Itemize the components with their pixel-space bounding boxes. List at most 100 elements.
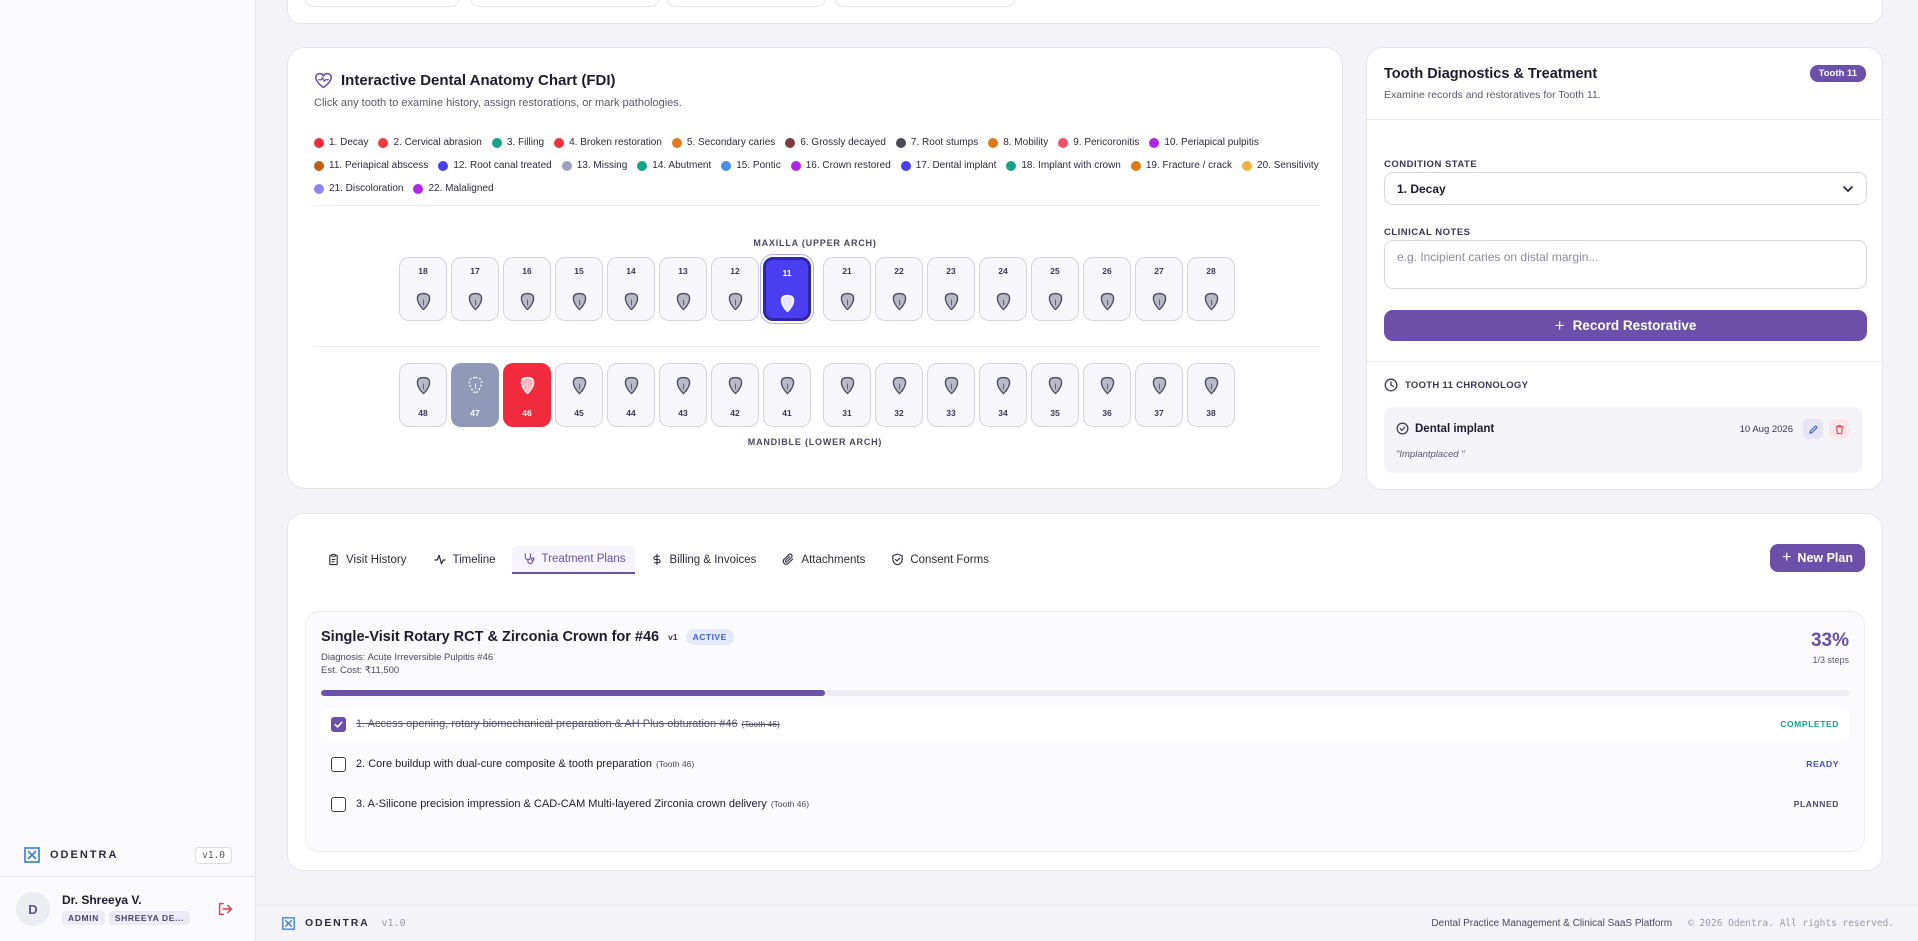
plan-title: Single-Visit Rotary RCT & Zirconia Crown… (321, 629, 734, 645)
activity-icon (433, 554, 446, 565)
step-checkbox[interactable] (331, 796, 346, 812)
legend-dot-icon (314, 137, 324, 148)
legend-item: 4. Broken restoration (554, 136, 662, 149)
tooth-35[interactable]: 35 (1031, 363, 1079, 427)
footer-tagline: Dental Practice Management & Clinical Sa… (1431, 917, 1673, 929)
tooth-37[interactable]: 37 (1135, 363, 1183, 427)
tooth-number: 11 (782, 268, 792, 278)
tab-visit-history[interactable]: Visit History (317, 545, 417, 574)
tooth-icon (996, 292, 1010, 311)
tooth-31[interactable]: 31 (823, 363, 871, 427)
step-checkbox[interactable] (331, 756, 346, 772)
chronology-item-date: 10 Aug 2026 (1739, 424, 1793, 435)
tooth-44[interactable]: 44 (607, 363, 655, 427)
tooth-43[interactable]: 43 (659, 363, 707, 427)
edit-button[interactable] (1803, 419, 1823, 439)
step-text: 1. Access opening, rotary biomechanical … (356, 718, 738, 730)
tooth-icon (840, 292, 854, 311)
legend-label: 10. Periapical pulpitis (1164, 137, 1259, 148)
sidebar-brand: ODENTRA v1.0 (24, 844, 232, 866)
tooth-15[interactable]: 15 (555, 257, 603, 321)
tooth-25[interactable]: 25 (1031, 257, 1079, 321)
tooth-21[interactable]: 21 (823, 257, 871, 321)
plan-step[interactable]: 1. Access opening, rotary biomechanical … (321, 708, 1849, 740)
top-field[interactable] (304, 0, 460, 7)
step-tooth: (Tooth 46) (741, 719, 780, 729)
tooth-36[interactable]: 36 (1083, 363, 1131, 427)
top-field[interactable] (834, 0, 1016, 7)
plan-step[interactable]: 2. Core buildup with dual-cure composite… (321, 748, 1849, 780)
odentra-logo-icon (282, 916, 295, 930)
tooth-number: 46 (522, 408, 532, 418)
avatar[interactable]: D (16, 892, 50, 926)
tooth-47[interactable]: 47 (451, 363, 499, 427)
clinical-notes-input[interactable] (1384, 240, 1867, 289)
tooth-17[interactable]: 17 (451, 257, 499, 321)
notes-label: CLINICAL NOTES (1384, 227, 1471, 238)
tab-label: Billing & Invoices (669, 553, 757, 566)
plan-step[interactable]: 3. A-Silicone precision impression & CAD… (321, 788, 1849, 820)
tooth-22[interactable]: 22 (875, 257, 923, 321)
tab-treatment-plans[interactable]: Treatment Plans (511, 545, 636, 574)
tooth-13[interactable]: 13 (659, 257, 707, 321)
role-badge: ADMIN (62, 911, 105, 925)
tab-billing-invoices[interactable]: Billing & Invoices (641, 545, 766, 574)
tooth-41[interactable]: 41 (763, 363, 811, 427)
tab-timeline[interactable]: Timeline (423, 545, 506, 574)
tooth-number: 24 (998, 266, 1008, 276)
tooth-26[interactable]: 26 (1083, 257, 1131, 321)
tooth-24[interactable]: 24 (979, 257, 1027, 321)
tooth-48[interactable]: 48 (399, 363, 447, 427)
clinic-badge: SHREEYA DE... (108, 911, 190, 925)
legend-item: 10. Periapical pulpitis (1149, 136, 1259, 149)
legend-dot-icon (785, 137, 796, 148)
tooth-icon (624, 376, 638, 395)
tooth-18[interactable]: 18 (399, 257, 447, 321)
tooth-number: 42 (730, 408, 740, 418)
step-checkbox[interactable] (331, 716, 346, 732)
tooth-11[interactable]: 11 (763, 257, 811, 321)
record-restorative-button[interactable]: + Record Restorative (1384, 310, 1867, 341)
maxilla-label: MAXILLA (UPPER ARCH) (753, 238, 877, 248)
tooth-34[interactable]: 34 (979, 363, 1027, 427)
paperclip-icon (783, 553, 794, 565)
tooth-27[interactable]: 27 (1135, 257, 1183, 321)
tooth-33[interactable]: 33 (927, 363, 975, 427)
tooth-28[interactable]: 28 (1187, 257, 1235, 321)
tab-consent-forms[interactable]: Consent Forms (881, 545, 999, 574)
tooth-16[interactable]: 16 (503, 257, 551, 321)
plus-icon: + (1554, 315, 1565, 335)
tooth-23[interactable]: 23 (927, 257, 975, 321)
top-field[interactable] (470, 0, 660, 7)
tooth-45[interactable]: 45 (555, 363, 603, 427)
tooth-38[interactable]: 38 (1187, 363, 1235, 427)
tooth-46[interactable]: 46 (503, 363, 551, 427)
tooth-icon (416, 376, 430, 395)
delete-button[interactable] (1829, 419, 1849, 439)
legend-item: 3. Filling (491, 136, 544, 149)
legend-label: 5. Secondary caries (686, 137, 776, 148)
tooth-icon (1152, 292, 1166, 311)
sidebar: ODENTRA v1.0 D Dr. Shreeya V. ADMIN SHRE… (0, 0, 256, 941)
tooth-42[interactable]: 42 (711, 363, 759, 427)
tooth-14[interactable]: 14 (607, 257, 655, 321)
tab-attachments[interactable]: Attachments (772, 545, 875, 574)
condition-select[interactable]: 1. Decay (1384, 172, 1867, 205)
tooth-12[interactable]: 12 (711, 257, 759, 321)
chart-title: Interactive Dental Anatomy Chart (FDI) (314, 72, 616, 89)
diagnostics-subtitle: Examine records and restoratives for Too… (1384, 89, 1601, 101)
patient-records-card: Visit History Timeline Treatment Plans B… (287, 513, 1883, 871)
legend-label: 13. Missing (576, 160, 628, 171)
legend-label: 20. Sensitivity (1257, 160, 1319, 171)
lower-arch-row: 48 47 46 45 44 43 42 41 31 32 33 34 35 36 37 38 (399, 363, 1235, 427)
logout-icon[interactable] (216, 900, 234, 918)
tooth-number: 44 (626, 408, 636, 418)
tooth-icon (468, 292, 482, 311)
new-plan-button[interactable]: + New Plan (1770, 544, 1865, 572)
top-field[interactable] (666, 0, 826, 7)
plan-progress-percent: 33% (1810, 630, 1849, 651)
legend-item: 18. Implant with crown (1006, 159, 1121, 172)
tooth-number: 13 (678, 266, 688, 276)
tooth-32[interactable]: 32 (875, 363, 923, 427)
tooth-icon (1100, 292, 1114, 311)
